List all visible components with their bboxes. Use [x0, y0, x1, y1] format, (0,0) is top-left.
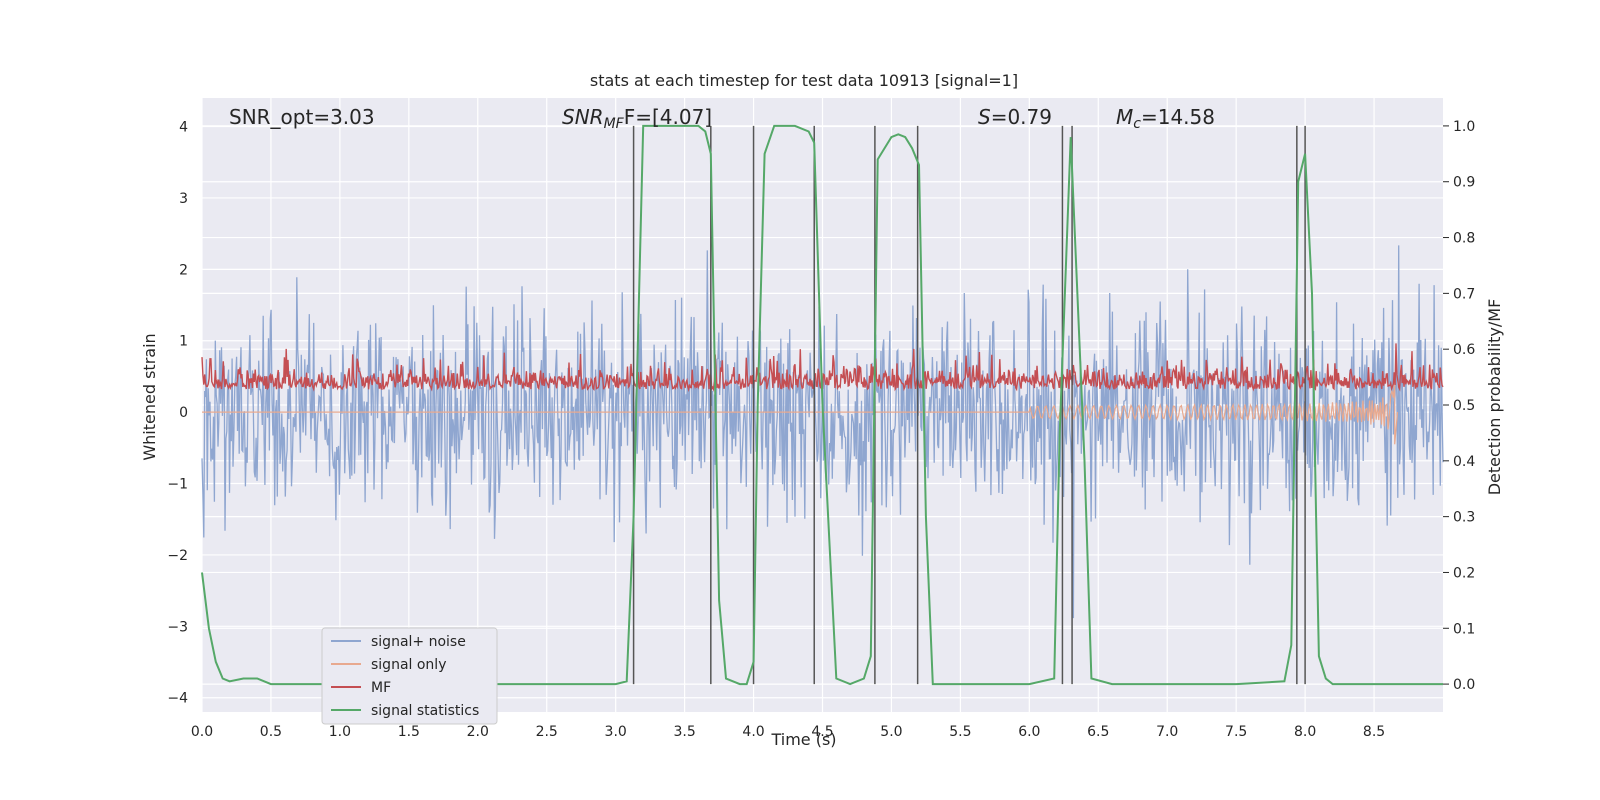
x-tick-label: 4.5 — [811, 724, 833, 740]
y-tick-label: −2 — [167, 548, 188, 564]
x-tick-label: 7.5 — [1225, 724, 1247, 740]
series-signal-only — [202, 380, 1399, 445]
annotation-snr-mf-sub: MF — [604, 116, 625, 132]
x-tick-label: 8.5 — [1363, 724, 1385, 740]
x-tick-label: 5.0 — [880, 724, 902, 740]
legend-box — [321, 627, 498, 725]
x-tick-label: 2.0 — [467, 724, 489, 740]
legend-label: signal only — [371, 657, 446, 673]
annotation-s-var: S — [978, 105, 991, 129]
x-tick-label: 3.0 — [605, 724, 627, 740]
legend: signal+ noise signal only MF signal statist… — [321, 627, 498, 725]
y2-tick-label: 0.1 — [1453, 621, 1475, 637]
signal-only-line — [202, 380, 1399, 445]
series-signal-statistics — [201, 124, 1443, 686]
y-axis-label: Whitened strain — [140, 333, 159, 460]
y-tick-label: 3 — [179, 191, 188, 207]
chart-title: stats at each timestep for test data 109… — [590, 71, 1018, 90]
y2-tick-label: 0.2 — [1453, 565, 1475, 581]
legend-label: MF — [371, 680, 391, 696]
x-tick-label: 1.0 — [329, 724, 351, 740]
annotation-s-value: =0.79 — [991, 105, 1052, 129]
y-axis-ticks: 4 3 2 1 0 −1 −2 −3 −4 — [167, 120, 188, 707]
y2-tick-label: 0.5 — [1453, 398, 1475, 414]
x-axis-ticks: 0.0 0.5 1.0 1.5 2.0 2.5 3.0 3.5 4.0 4.5 5.0 5.5 6.0 6… — [191, 724, 1385, 740]
y2-tick-label: 0.0 — [1453, 677, 1475, 693]
y-tick-label: −1 — [167, 477, 188, 493]
x-tick-label: 6.5 — [1087, 724, 1109, 740]
x-tick-label: 3.5 — [673, 724, 695, 740]
y-tick-label: 4 — [179, 120, 188, 136]
annotation-mc-sub: c — [1133, 116, 1141, 132]
y2-axis-label: Detection probability/MF — [1485, 299, 1504, 496]
x-tick-label: 0.0 — [191, 724, 213, 740]
x-tick-label: 2.5 — [536, 724, 558, 740]
y-tick-label: −4 — [167, 691, 188, 707]
y-tick-label: 0 — [179, 405, 188, 421]
x-tick-label: 0.5 — [260, 724, 282, 740]
y2-tick-label: 0.7 — [1453, 286, 1475, 302]
annotation-snr-mf-base: SNR — [562, 105, 604, 129]
x-axis-label: Time (s) — [770, 730, 836, 749]
x-tick-label: 6.0 — [1018, 724, 1040, 740]
y-tick-label: 1 — [179, 334, 188, 350]
y-tick-label: 2 — [179, 262, 188, 278]
x-tick-label: 5.5 — [949, 724, 971, 740]
x-tick-label: 7.0 — [1156, 724, 1178, 740]
y2-tick-label: 0.4 — [1453, 454, 1475, 470]
y2-tick-label: 0.8 — [1453, 231, 1475, 247]
annotation-mc: Mc=14.58 — [1116, 105, 1215, 132]
y2-tick-label: 1.0 — [1453, 119, 1475, 135]
legend-label: signal+ noise — [371, 634, 466, 650]
signal-statistics-line — [201, 124, 1443, 686]
y2-tick-label: 0.3 — [1453, 510, 1475, 526]
y2-tick-label: 0.9 — [1453, 175, 1475, 191]
annotation-snr-mf-value: F=[4.07] — [624, 105, 712, 129]
legend-label: signal statistics — [371, 703, 479, 719]
y2-axis-ticks: 1.0 0.9 0.8 0.7 0.6 0.5 0.4 0.3 0.2 0.1 0.0 — [1443, 119, 1475, 693]
x-tick-label: 4.0 — [742, 724, 764, 740]
annotation-s: S=0.79 — [978, 105, 1052, 129]
x-tick-label: 8.0 — [1294, 724, 1316, 740]
annotation-mc-value: =14.58 — [1141, 105, 1215, 129]
x-tick-label: 1.5 — [398, 724, 420, 740]
y2-tick-label: 0.6 — [1453, 342, 1475, 358]
y-tick-label: −3 — [167, 619, 188, 635]
annotation-snr-mf: SNRMFF=[4.07] — [562, 105, 712, 132]
annotation-mc-base: M — [1116, 105, 1133, 129]
annotation-snr-opt: SNR_opt=3.03 — [229, 105, 375, 129]
